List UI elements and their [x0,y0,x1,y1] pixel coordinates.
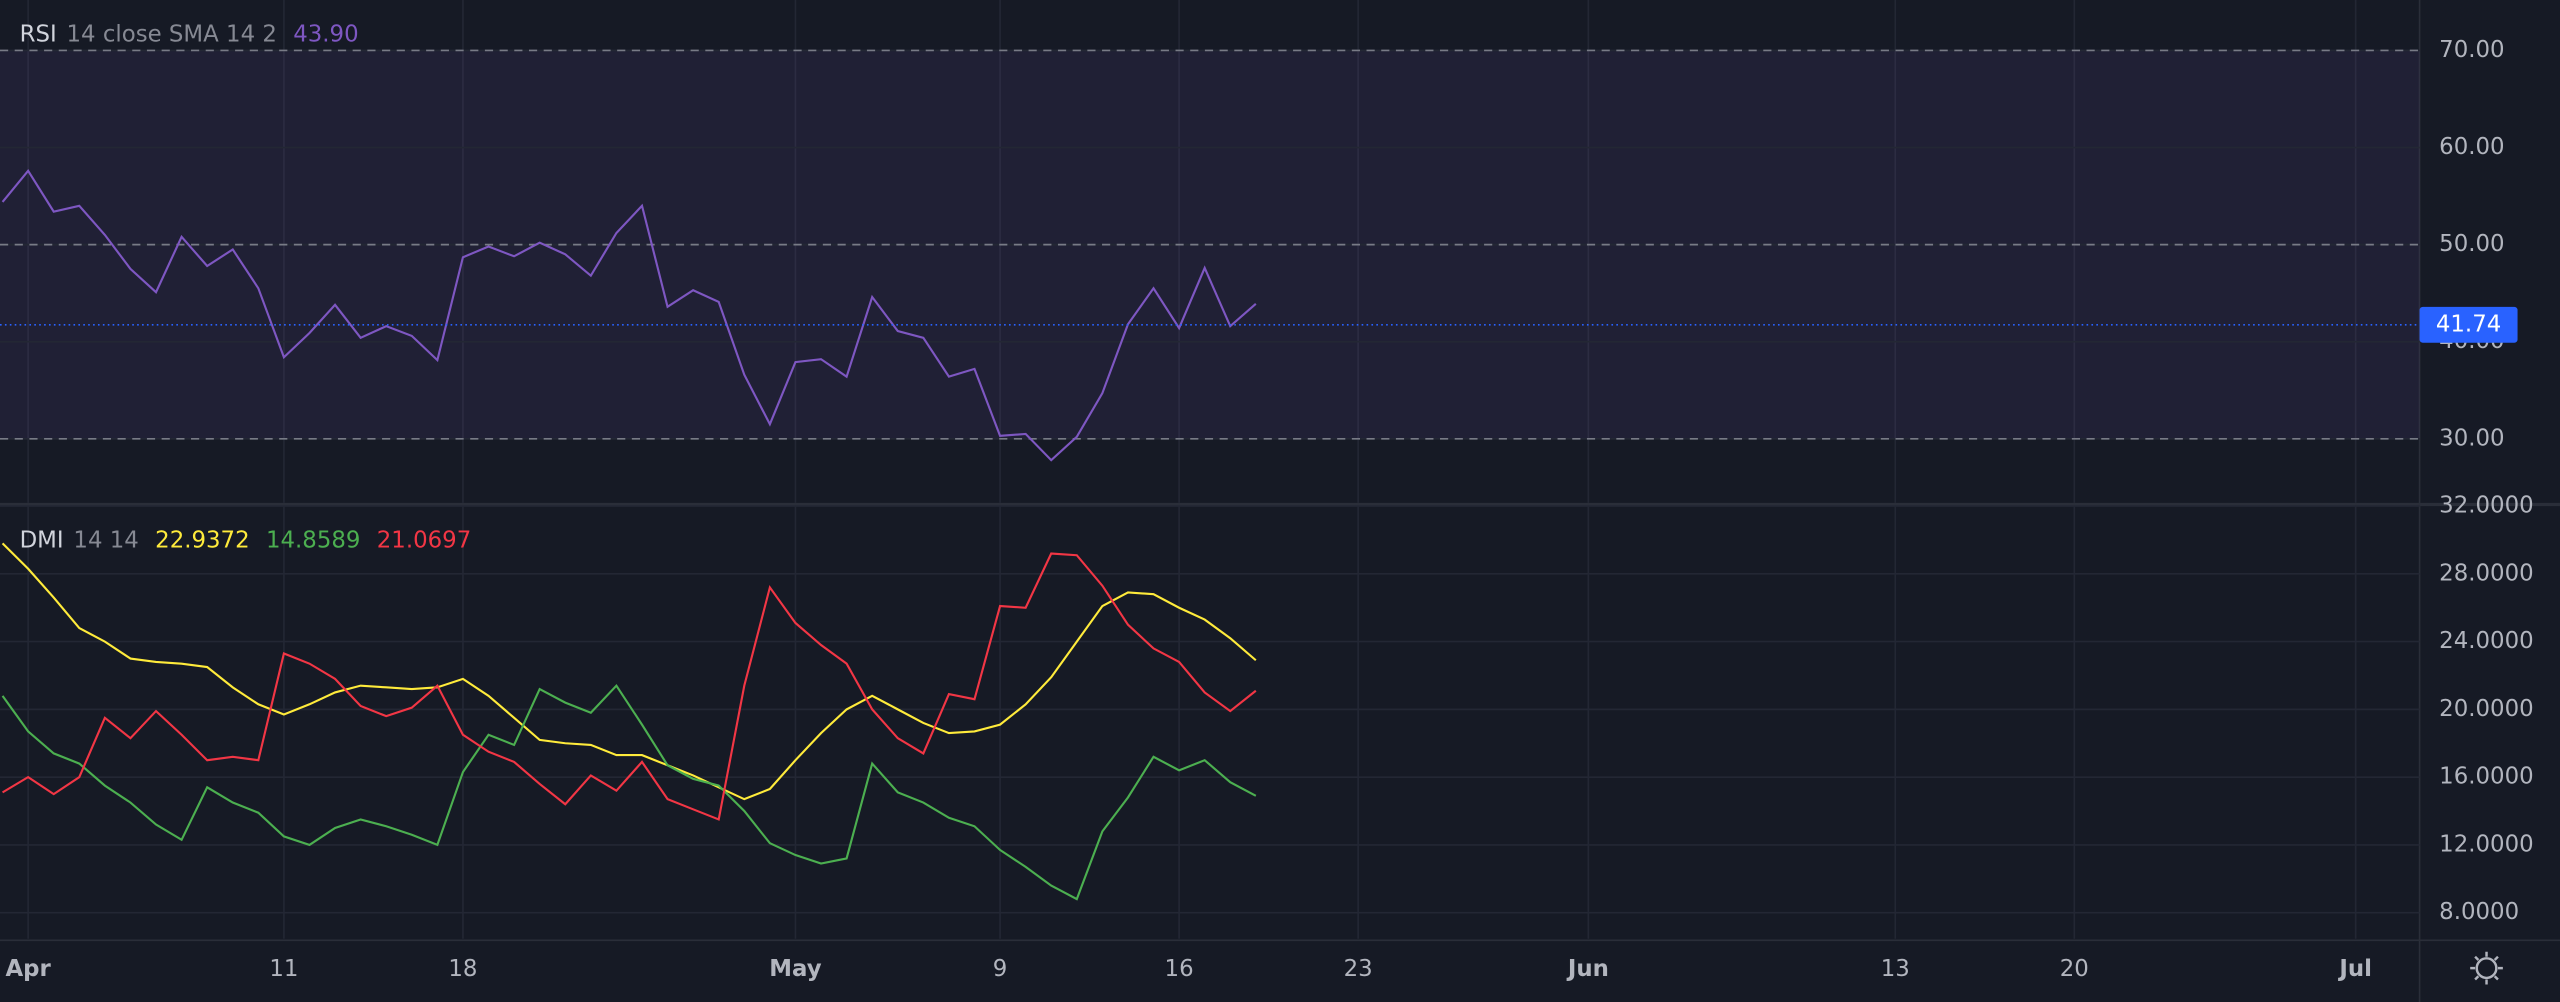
y-tick-label: 16.0000 [2439,764,2533,790]
settings-icon[interactable] [2470,951,2503,985]
x-tick-label: Jul [2337,956,2372,982]
series-line [1,169,1257,462]
plot-layer [0,169,2420,901]
x-tick-label: 20 [2060,956,2089,982]
x-tick-label: Jun [1566,956,1609,982]
y-tick-label: 28.0000 [2439,560,2533,586]
y-tick-label: 60.00 [2439,134,2504,160]
x-tick-label: 16 [1165,956,1194,982]
x-tick-label: 23 [1344,956,1373,982]
indicator-params: 14 close SMA 14 2 [67,21,277,47]
indicator-legend: RSI 14 close SMA 14 2 43.90 [20,21,359,47]
y-tick-label: 50.00 [2439,231,2504,257]
y-tick-label: 32.0000 [2439,493,2533,519]
indicator-readout: 43.90 [293,21,358,47]
x-tick-label: 13 [1881,956,1910,982]
y-tick-label: 24.0000 [2439,628,2533,654]
settings-icon-ring [2475,957,2498,980]
x-tick-label: 18 [448,956,477,982]
x-tick-label: 11 [269,956,298,982]
y-tick-label: 20.0000 [2439,696,2533,722]
settings-icon-rays [2470,951,2503,985]
x-tick-label: May [769,956,821,982]
indicator-readout: 21.0697 [377,527,471,553]
x-tick-label: 9 [993,956,1008,982]
series-line [1,683,1257,901]
x-tick-label: Apr [5,956,51,982]
series-line [2,552,1257,821]
indicator-legend: DMI 14 14 22.9372 14.8589 21.0697 [20,527,472,553]
indicator-title: DMI [20,527,64,553]
indicator-params: 14 14 [73,527,138,553]
indicator-title: RSI [20,21,57,47]
y-tick-label: 70.00 [2439,37,2504,63]
y-tick-label: 12.0000 [2439,831,2533,857]
series-line [1,542,1257,801]
marker-label: 41.74 [2436,311,2501,337]
marker-label-box [2419,306,2518,343]
indicator-readout: 14.8589 [266,527,360,553]
indicator-readout: 22.9372 [155,527,249,553]
y-tick-label: 8.0000 [2439,899,2519,925]
y-tick-label: 30.00 [2439,425,2504,451]
axis-layer: Apr 11 18 May 9 16 23 Jun 13 20 Jul 70.00 60.00 50.00… [5,21,2533,982]
grid-layer [0,0,2420,939]
